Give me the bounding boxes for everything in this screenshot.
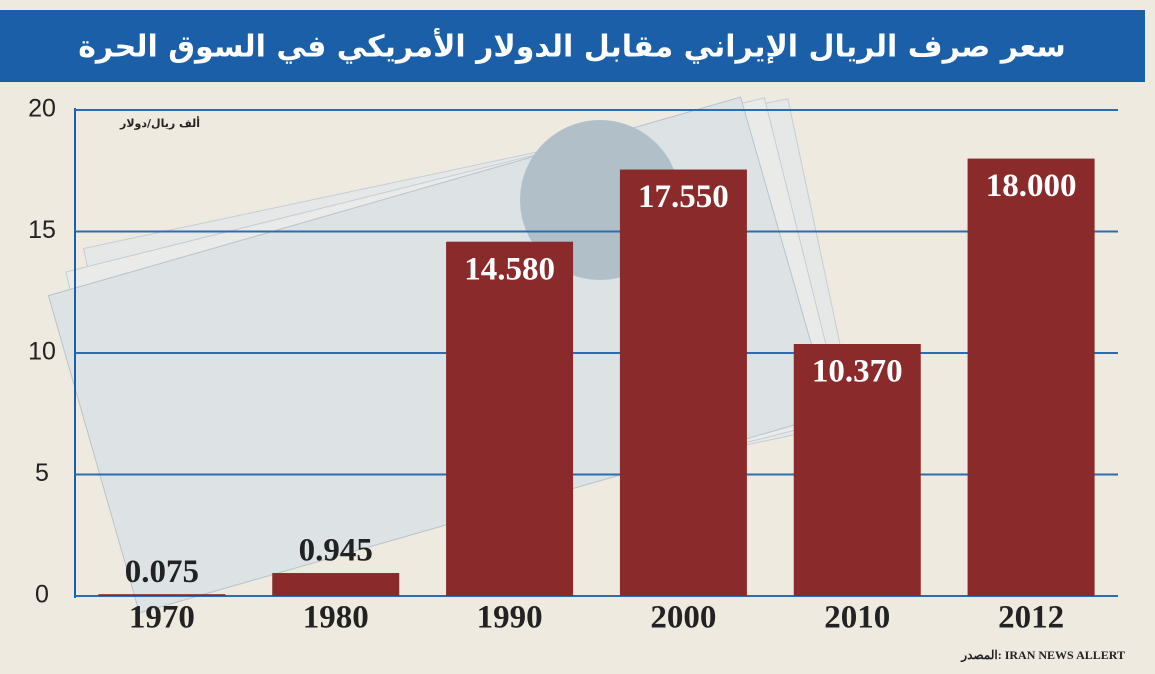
x-tick-label: 1990 [477,600,543,636]
y-tick-label: 0 [35,581,49,609]
value-label: 10.370 [812,354,903,390]
x-tick-label: 2010 [824,600,890,636]
x-tick-label: 2012 [998,600,1064,636]
bar [98,594,226,596]
value-label: 18.000 [986,168,1077,204]
bar [967,158,1095,596]
value-label: 0.075 [125,554,199,590]
value-label: 17.550 [638,179,729,215]
chart-title: سعر صرف الريال الإيراني مقابل الدولار ال… [78,28,1066,65]
x-tick-label: 1980 [303,600,369,636]
x-tick-label: 2000 [650,600,716,636]
y-tick-label: 20 [28,95,56,123]
bar [619,169,747,596]
y-axis-label: ألف ريال/دولار [119,116,200,130]
y-tick-label: 5 [35,459,49,487]
source: المصدر: IRAN NEWS ALLERT [960,648,1125,663]
y-tick-label: 10 [28,338,56,366]
x-tick-label: 1970 [129,600,195,636]
bar [793,344,921,596]
value-label: 14.580 [464,251,555,287]
bar [446,241,574,596]
value-label: 0.945 [299,533,373,569]
bar [272,573,400,596]
header-bar [0,10,1145,82]
y-tick-label: 15 [28,216,56,244]
